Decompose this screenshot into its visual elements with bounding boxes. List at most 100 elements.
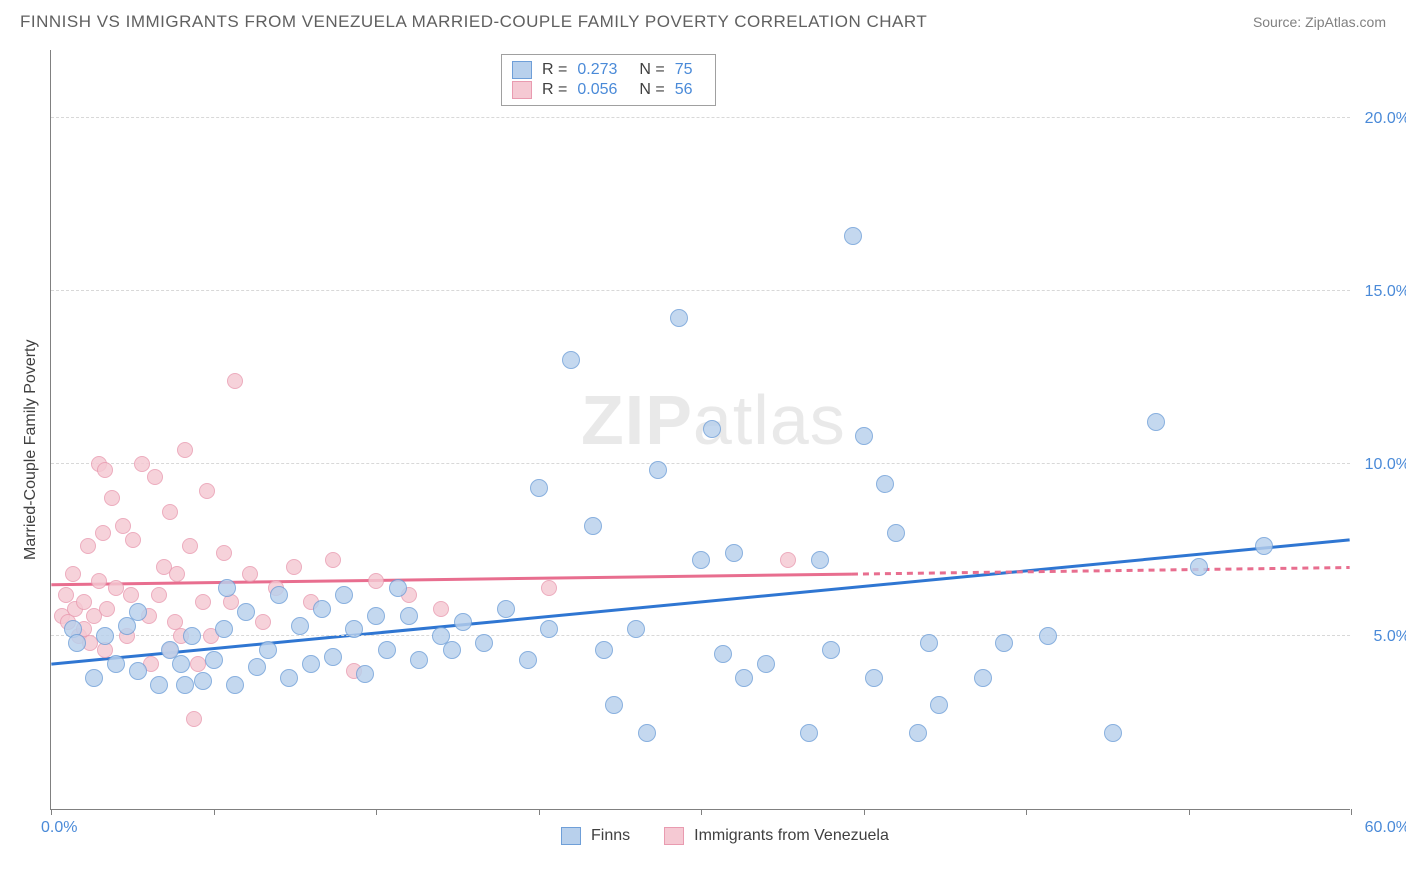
data-point-finns [920, 634, 938, 652]
gridline [51, 290, 1350, 291]
gridline [51, 463, 1350, 464]
data-point-venezuela [255, 614, 271, 630]
scatter-chart: ZIPatlas R = 0.273 N = 75 R = 0.056 N = … [50, 50, 1350, 810]
data-point-venezuela [199, 483, 215, 499]
data-point-finns [595, 641, 613, 659]
data-point-finns [822, 641, 840, 659]
r-label: R = [542, 61, 567, 79]
data-point-venezuela [286, 559, 302, 575]
x-tick-label: 0.0% [41, 819, 77, 837]
data-point-finns [107, 655, 125, 673]
data-point-finns [443, 641, 461, 659]
data-point-finns [876, 475, 894, 493]
data-point-finns [454, 613, 472, 631]
data-point-finns [584, 517, 602, 535]
data-point-venezuela [91, 573, 107, 589]
data-point-venezuela [65, 566, 81, 582]
y-tick-label: 15.0% [1365, 283, 1406, 301]
swatch-finns [512, 61, 532, 79]
data-point-finns [725, 544, 743, 562]
x-tick [701, 809, 702, 815]
data-point-finns [194, 672, 212, 690]
data-point-finns [649, 461, 667, 479]
data-point-finns [345, 620, 363, 638]
data-point-venezuela [99, 601, 115, 617]
data-point-finns [1255, 537, 1273, 555]
data-point-finns [176, 676, 194, 694]
data-point-finns [627, 620, 645, 638]
data-point-venezuela [162, 504, 178, 520]
data-point-finns [800, 724, 818, 742]
data-point-venezuela [108, 580, 124, 596]
x-tick-label: 60.0% [1365, 819, 1406, 837]
gridline [51, 635, 1350, 636]
data-point-finns [183, 627, 201, 645]
data-point-finns [378, 641, 396, 659]
data-point-finns [735, 669, 753, 687]
data-point-venezuela [227, 373, 243, 389]
data-point-finns [1190, 558, 1208, 576]
data-point-venezuela [195, 594, 211, 610]
data-point-finns [389, 579, 407, 597]
data-point-venezuela [541, 580, 557, 596]
data-point-venezuela [123, 587, 139, 603]
data-point-venezuela [325, 552, 341, 568]
n-label: N = [639, 81, 664, 99]
stats-legend: R = 0.273 N = 75 R = 0.056 N = 56 [501, 54, 716, 106]
data-point-finns [703, 420, 721, 438]
data-point-venezuela [433, 601, 449, 617]
swatch-venezuela [512, 81, 532, 99]
x-tick [1189, 809, 1190, 815]
data-point-finns [68, 634, 86, 652]
n-label: N = [639, 61, 664, 79]
r-value-finns: 0.273 [577, 61, 617, 79]
data-point-finns [291, 617, 309, 635]
data-point-finns [638, 724, 656, 742]
r-label: R = [542, 81, 567, 99]
swatch-finns [561, 827, 581, 845]
data-point-finns [313, 600, 331, 618]
data-point-finns [129, 603, 147, 621]
data-point-finns [356, 665, 374, 683]
data-point-venezuela [177, 442, 193, 458]
data-point-finns [400, 607, 418, 625]
r-value-venezuela: 0.056 [577, 81, 617, 99]
data-point-finns [205, 651, 223, 669]
x-tick [539, 809, 540, 815]
data-point-finns [248, 658, 266, 676]
data-point-finns [150, 676, 168, 694]
x-tick [214, 809, 215, 815]
data-point-finns [280, 669, 298, 687]
data-point-venezuela [134, 456, 150, 472]
gridline [51, 117, 1350, 118]
data-point-venezuela [80, 538, 96, 554]
data-point-finns [237, 603, 255, 621]
data-point-venezuela [97, 462, 113, 478]
data-point-venezuela [242, 566, 258, 582]
data-point-finns [844, 227, 862, 245]
series-legend: Finns Immigrants from Venezuela [561, 827, 889, 845]
data-point-finns [692, 551, 710, 569]
data-point-venezuela [76, 594, 92, 610]
data-point-venezuela [151, 587, 167, 603]
data-point-finns [540, 620, 558, 638]
data-point-finns [324, 648, 342, 666]
data-point-finns [530, 479, 548, 497]
data-point-finns [335, 586, 353, 604]
n-value-venezuela: 56 [675, 81, 693, 99]
data-point-venezuela [780, 552, 796, 568]
data-point-finns [1147, 413, 1165, 431]
chart-title: FINNISH VS IMMIGRANTS FROM VENEZUELA MAR… [20, 12, 927, 32]
x-tick [1351, 809, 1352, 815]
source-attribution: Source: ZipAtlas.com [1253, 14, 1386, 30]
y-tick-label: 20.0% [1365, 110, 1406, 128]
data-point-finns [270, 586, 288, 604]
data-point-finns [475, 634, 493, 652]
data-point-finns [1039, 627, 1057, 645]
y-axis-title: Married-Couple Family Poverty [22, 339, 40, 560]
legend-label-venezuela: Immigrants from Venezuela [694, 827, 889, 845]
y-tick-label: 10.0% [1365, 456, 1406, 474]
data-point-venezuela [368, 573, 384, 589]
data-point-finns [909, 724, 927, 742]
data-point-finns [855, 427, 873, 445]
